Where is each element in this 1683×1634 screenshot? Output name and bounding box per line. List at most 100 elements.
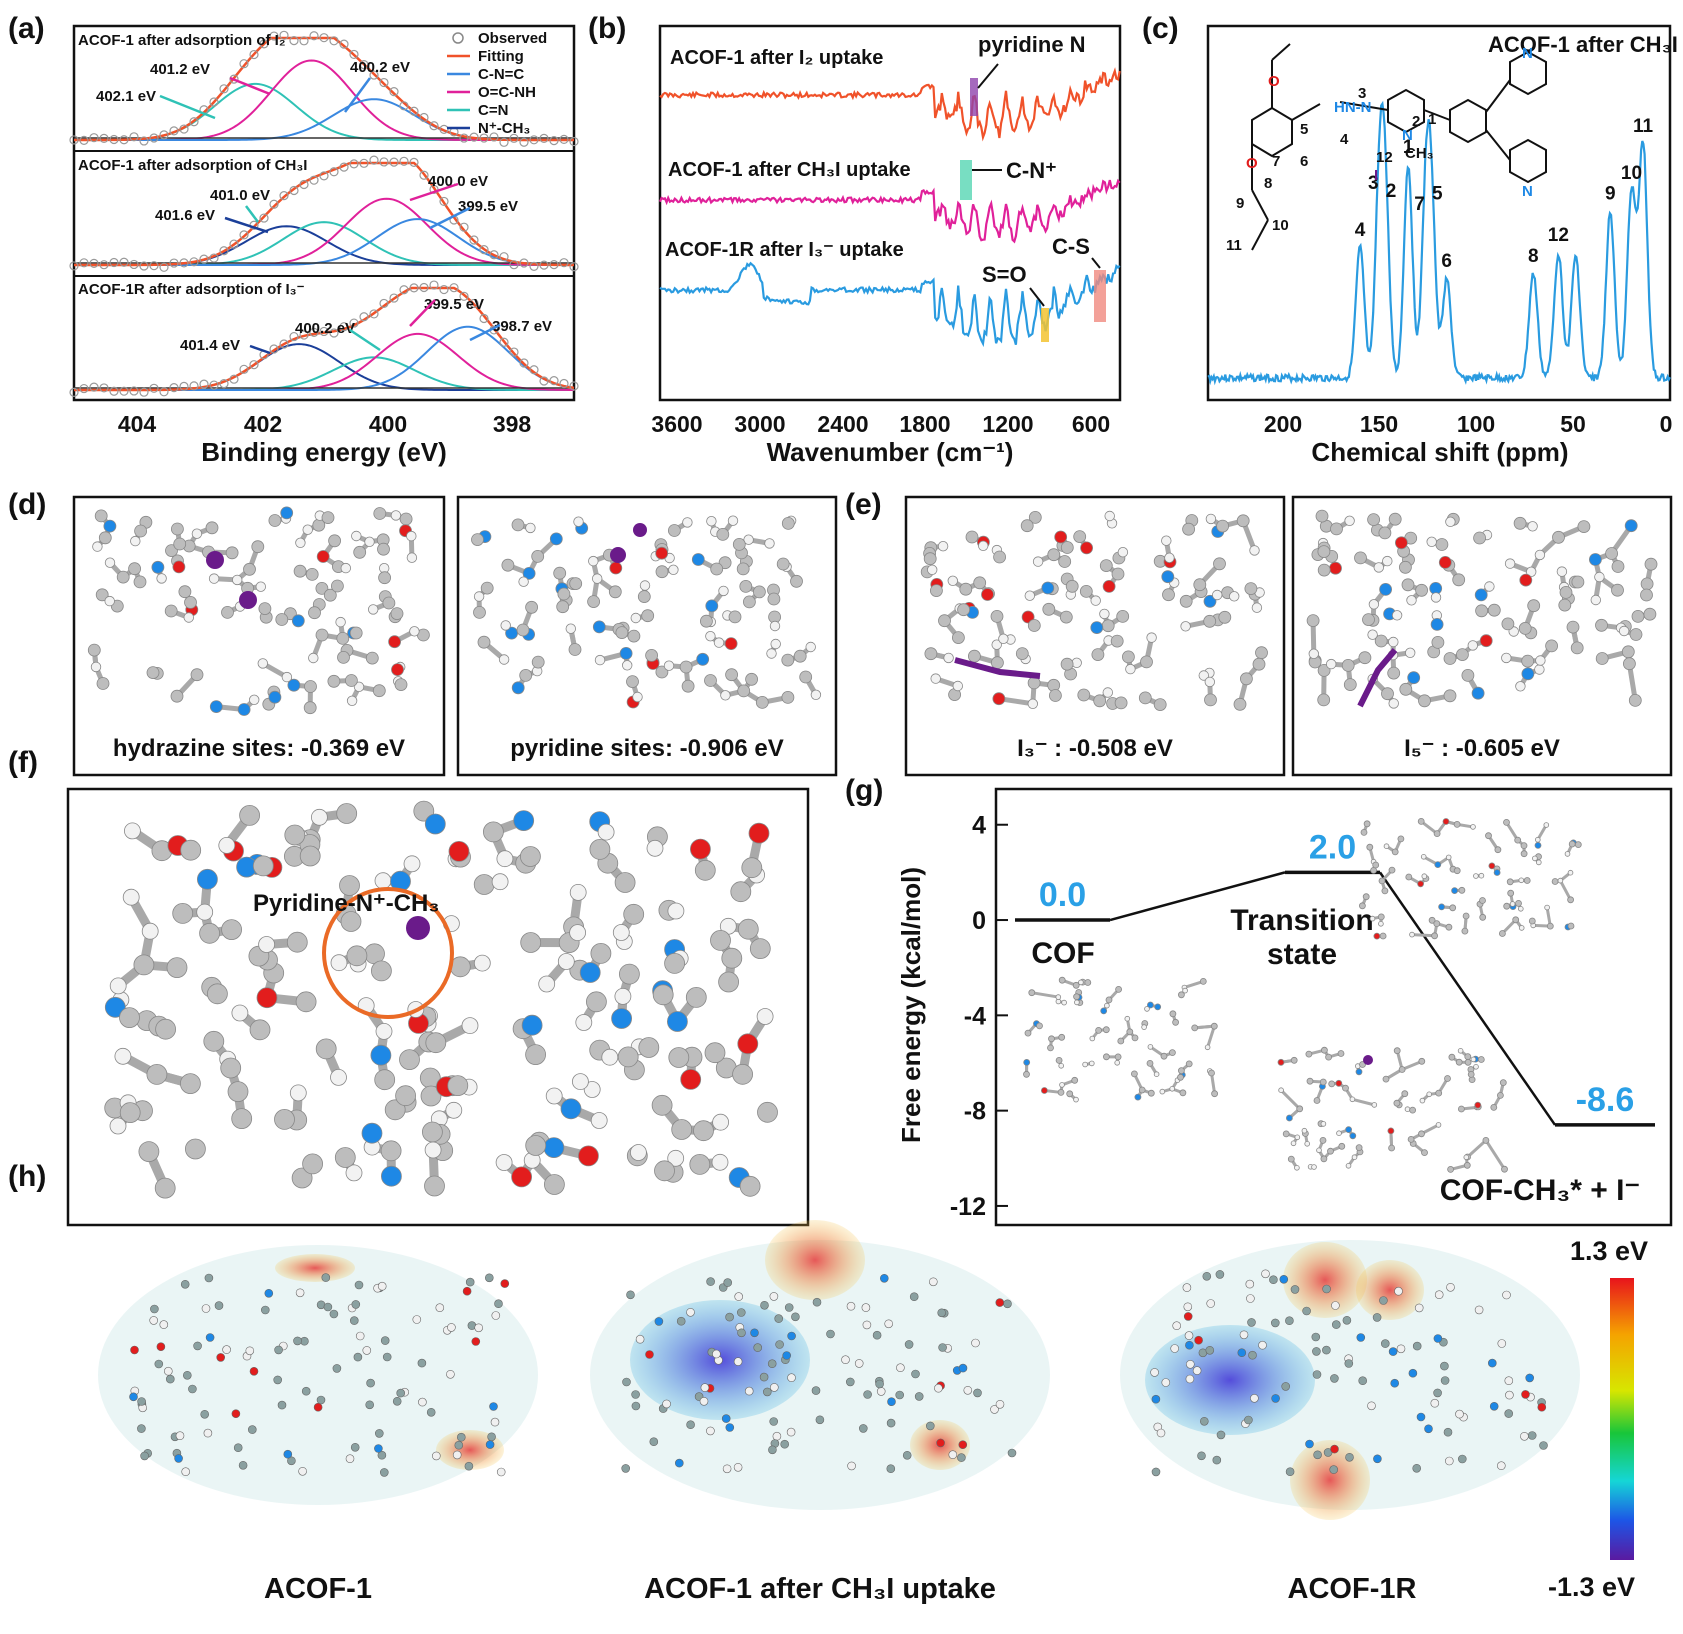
- atom: [782, 1351, 792, 1360]
- atom: [366, 1378, 375, 1388]
- atom: [1024, 590, 1036, 601]
- atom: [569, 924, 586, 941]
- atom: [1179, 1089, 1187, 1097]
- atom: [645, 1350, 654, 1359]
- atom: [1345, 1453, 1354, 1462]
- atom: [1388, 1144, 1395, 1152]
- observed-point: [309, 327, 319, 337]
- atom: [1325, 1053, 1332, 1061]
- atom: [743, 595, 756, 609]
- atom: [1363, 820, 1371, 828]
- atom: [1355, 1144, 1363, 1151]
- atom: [329, 1309, 339, 1319]
- atom: [1405, 873, 1413, 881]
- iodine-atom: [1363, 1055, 1373, 1065]
- atom: [1503, 819, 1510, 826]
- atom: [154, 1359, 164, 1369]
- atom: [116, 570, 130, 584]
- atom: [382, 596, 396, 610]
- atom: [1089, 1035, 1096, 1042]
- atom: [1060, 541, 1074, 554]
- atom: [1204, 693, 1217, 707]
- atom: [705, 599, 719, 613]
- atom: [594, 654, 606, 666]
- observed-point: [559, 134, 569, 145]
- atom: [781, 517, 795, 530]
- atom: [1203, 594, 1217, 608]
- atom: [1378, 526, 1392, 540]
- observed-point: [99, 383, 109, 393]
- atom: [293, 1336, 302, 1346]
- xps-xtick: 404: [118, 411, 157, 437]
- atom: [522, 567, 536, 580]
- atom: [712, 1349, 721, 1359]
- atom: [1153, 698, 1167, 711]
- atom: [1144, 1006, 1150, 1012]
- atom: [287, 678, 301, 692]
- ftir-xtick: 1800: [899, 411, 950, 437]
- atom: [316, 550, 330, 563]
- atom: [1159, 1088, 1166, 1095]
- atom: [1567, 869, 1574, 876]
- atom: [1435, 1089, 1443, 1097]
- energy-value-label: 0.0: [1039, 876, 1086, 914]
- atom: [1595, 652, 1609, 665]
- atom: [1372, 861, 1380, 869]
- atom: [350, 1443, 360, 1452]
- observed-point: [209, 380, 219, 390]
- atom: [1409, 931, 1415, 938]
- atom: [337, 651, 350, 664]
- atom: [1321, 1046, 1328, 1054]
- observed-point: [79, 258, 89, 268]
- atom: [1036, 1022, 1043, 1030]
- observed-point: [319, 33, 329, 43]
- observed-point: [339, 322, 349, 332]
- atom: [734, 1292, 744, 1301]
- atom: [1027, 619, 1041, 632]
- atom: [1285, 1316, 1294, 1325]
- atom: [968, 649, 981, 663]
- atom: [365, 651, 379, 665]
- colorbar-max: 1.3 eV: [1570, 1236, 1648, 1266]
- atom: [1169, 1086, 1175, 1092]
- atom: [1247, 1318, 1256, 1327]
- observed-point: [109, 386, 119, 396]
- atom: [1546, 922, 1554, 930]
- atom: [1455, 1058, 1463, 1066]
- atom: [1407, 1136, 1415, 1143]
- atom: [1497, 1092, 1504, 1099]
- atom: [1342, 1084, 1349, 1092]
- atom: [1514, 836, 1522, 844]
- atom: [732, 538, 746, 551]
- atom: [787, 1373, 796, 1382]
- atom: [998, 633, 1009, 645]
- atom: [1412, 1464, 1421, 1473]
- atom: [1564, 851, 1571, 857]
- atom: [1473, 1064, 1479, 1070]
- observed-point: [509, 133, 519, 143]
- atom: [981, 588, 994, 601]
- nmr-xtick: 150: [1360, 411, 1398, 437]
- ftir-xlabel: Wavenumber (cm⁻¹): [767, 437, 1014, 467]
- nmr-peak-label: 1: [1403, 137, 1414, 158]
- observed-point: [179, 381, 189, 391]
- atom: [811, 1386, 821, 1395]
- atom: [310, 808, 328, 826]
- atom: [345, 1454, 355, 1463]
- atom: [374, 1444, 383, 1453]
- atom: [1445, 923, 1453, 931]
- atom: [1358, 1376, 1367, 1385]
- atom: [664, 953, 685, 974]
- atom: [1131, 1034, 1139, 1042]
- atom: [952, 631, 965, 644]
- atom: [1161, 1378, 1171, 1387]
- atom: [766, 648, 777, 659]
- atom: [774, 1314, 784, 1323]
- atom: [1204, 1044, 1211, 1051]
- atom: [725, 1423, 735, 1432]
- atom: [491, 1311, 501, 1320]
- atom: [351, 1300, 361, 1309]
- observed-point: [299, 179, 309, 190]
- legend-cn: C=N: [478, 102, 508, 119]
- atom: [1058, 1033, 1066, 1041]
